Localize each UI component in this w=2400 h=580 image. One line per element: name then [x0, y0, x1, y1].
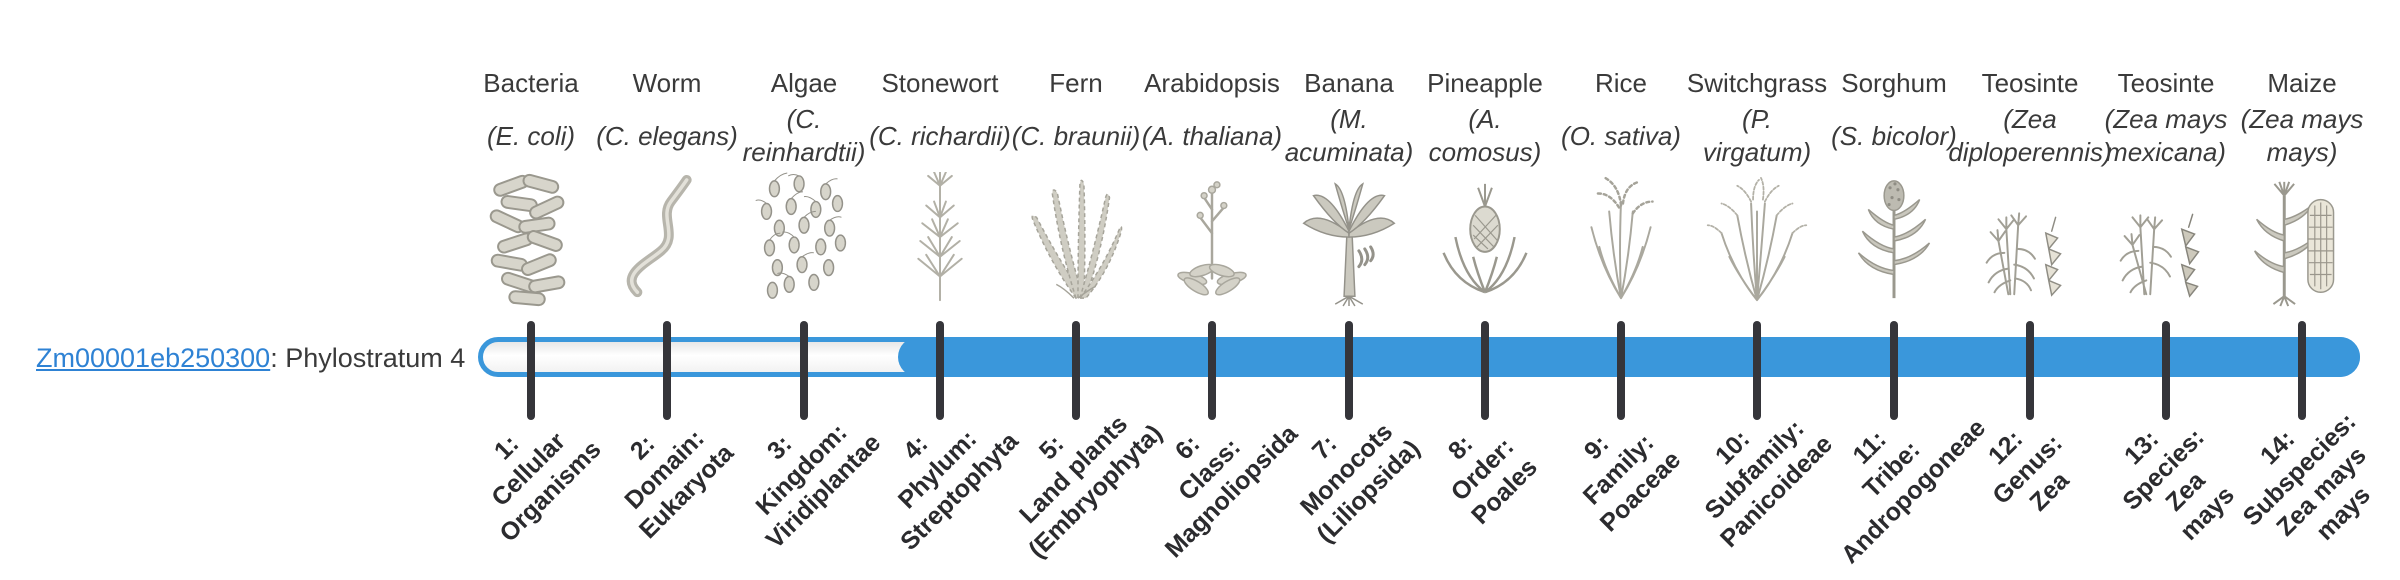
stratum-tick-mark	[1481, 321, 1489, 420]
banana-image	[1289, 172, 1409, 310]
organism-scientific-name: (O. sativa)	[1561, 120, 1681, 151]
sorghum-image	[1834, 172, 1954, 310]
organism-scientific-name: (C. braunii)	[1011, 120, 1141, 151]
organism-common-name: Teosinte	[2117, 68, 2215, 98]
switchgrass-image	[1697, 172, 1817, 310]
teosinte-diploperennis-image	[1970, 172, 2090, 310]
stratum-tick-mark	[2162, 321, 2170, 420]
organism-common-name: Stonewort	[881, 68, 999, 98]
organism-scientific-name: (C. elegans)	[596, 120, 738, 151]
organism-scientific-name: (P. virgatum)	[1702, 104, 1812, 167]
organism-common-name: Fern	[1049, 68, 1103, 98]
maize-image	[2242, 172, 2362, 310]
fern-image	[1016, 172, 1136, 310]
stratum-tick-mark	[1617, 321, 1625, 420]
organism-common-name: Bacteria	[483, 68, 579, 98]
algae-image	[744, 172, 864, 310]
stratum-tick-mark	[1072, 321, 1080, 420]
organism-common-name: Banana	[1304, 68, 1394, 98]
organism-common-name: Switchgrass	[1686, 68, 1828, 98]
organism-common-name: Algae	[770, 68, 838, 98]
organism-common-name: Sorghum	[1841, 68, 1947, 98]
organism-scientific-name: (C. richardii)	[869, 120, 1011, 151]
organism-scientific-name: (E. coli)	[486, 120, 576, 151]
organism-scientific-name: (Zea mays mexicana)	[2104, 104, 2228, 167]
timeline-fill	[898, 337, 2360, 377]
organism-scientific-name: (Zea diploperennis)	[1948, 104, 2112, 167]
organism-scientific-name: (S. bicolor)	[1831, 120, 1957, 151]
phylostratum-text: : Phylostratum 4	[270, 343, 466, 373]
bacteria-image	[471, 172, 591, 310]
organism-common-name: Rice	[1594, 68, 1647, 98]
gene-label: Zm00001eb250300: Phylostratum 4	[36, 341, 465, 375]
stratum-tick-mark	[800, 321, 808, 420]
teosinte-mexicana-image	[2106, 172, 2226, 310]
stratum-tick-mark	[936, 321, 944, 420]
organism-scientific-name: (A. comosus)	[1428, 104, 1542, 167]
rice-image	[1561, 172, 1681, 310]
stratum-tick-mark	[663, 321, 671, 420]
organism-common-name: Pineapple	[1427, 68, 1543, 98]
stratum-tick-mark	[1753, 321, 1761, 420]
organism-scientific-name: (Zea mays mays)	[2240, 104, 2364, 167]
stratum-tick-mark	[2026, 321, 2034, 420]
worm-image	[607, 172, 727, 310]
organism-scientific-name: (A. thaliana)	[1141, 120, 1283, 151]
stratum-tick-mark	[1890, 321, 1898, 420]
stratum-tick-mark	[1345, 321, 1353, 420]
organism-scientific-name: (M. acuminata)	[1284, 104, 1414, 167]
organism-common-name: Arabidopsis	[1144, 68, 1280, 98]
organism-common-name: Teosinte	[1981, 68, 2079, 98]
stratum-tick-mark	[1208, 321, 1216, 420]
organism-scientific-name: (C. reinhardtii)	[742, 104, 866, 167]
arabidopsis-image	[1152, 172, 1272, 310]
gene-id-link[interactable]: Zm00001eb250300	[36, 343, 271, 373]
stratum-tick-mark	[2298, 321, 2306, 420]
pineapple-image	[1425, 172, 1545, 310]
stonewort-image	[880, 172, 1000, 310]
organism-common-name: Worm	[632, 68, 702, 98]
stratum-tick-mark	[527, 321, 535, 420]
organism-common-name: Maize	[2267, 68, 2337, 98]
